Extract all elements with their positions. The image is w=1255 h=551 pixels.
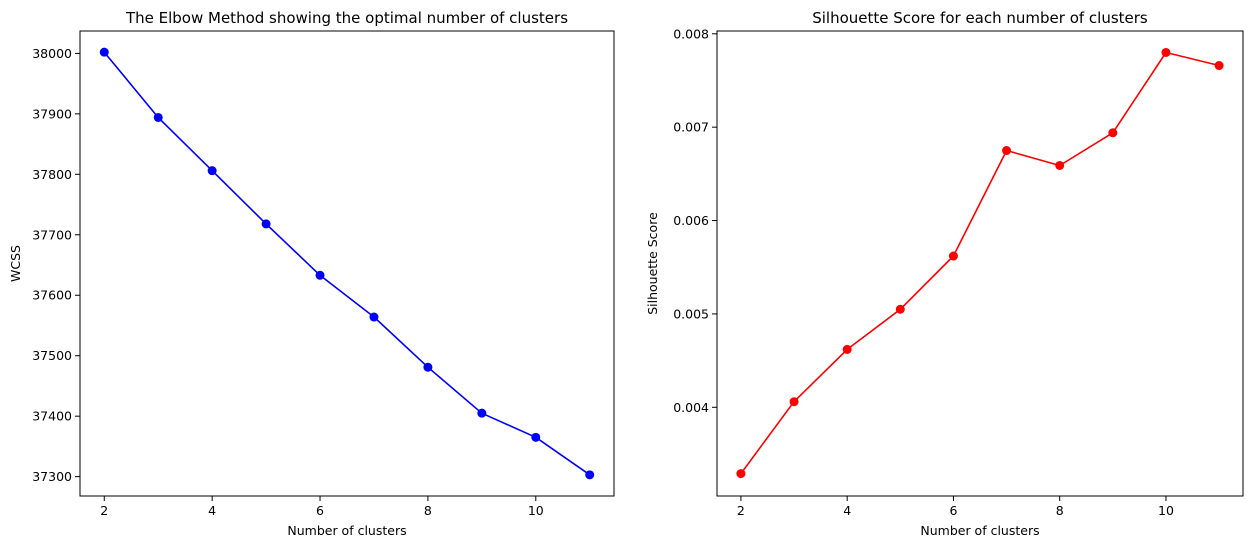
elbow-chart-y-tick-label: 38000 <box>32 46 72 61</box>
elbow-chart-series-line <box>103 51 591 476</box>
silhouette-chart-data-point <box>1214 61 1224 71</box>
silhouette-chart-axes-frame <box>716 30 1244 497</box>
silhouette-chart-x-tick-label: 10 <box>1158 503 1174 518</box>
elbow-chart-data-point <box>315 270 325 280</box>
silhouette-chart-data-point <box>736 469 746 479</box>
elbow-chart-y-axis-label: WCSS <box>8 245 23 282</box>
elbow-chart-axes-frame <box>79 30 615 497</box>
elbow-chart-data-point <box>153 112 163 122</box>
elbow-chart-data-point <box>531 432 541 442</box>
elbow-chart-data-point <box>477 408 487 418</box>
silhouette-chart-y-tick-label: 0.008 <box>673 26 709 41</box>
silhouette-chart-data-point <box>1055 160 1065 170</box>
elbow-chart-x-tick-label: 2 <box>100 503 108 518</box>
elbow-chart-data-point <box>369 312 379 322</box>
silhouette-chart-x-tick-label: 8 <box>1056 503 1064 518</box>
silhouette-chart: Silhouette Score for each number of clus… <box>645 9 1244 538</box>
elbow-chart-data-point <box>261 219 271 229</box>
silhouette-chart-data-point <box>895 304 905 314</box>
silhouette-chart-title: Silhouette Score for each number of clus… <box>812 9 1148 27</box>
elbow-chart-x-tick-label: 10 <box>528 503 544 518</box>
elbow-chart-x-tick-label: 8 <box>424 503 432 518</box>
silhouette-chart-series-line <box>740 51 1220 475</box>
silhouette-chart-data-point <box>1002 146 1012 156</box>
elbow-chart-y-tick-label: 37900 <box>32 106 72 121</box>
silhouette-chart-data-point <box>789 397 799 407</box>
elbow-chart-data-point <box>207 166 217 176</box>
silhouette-chart-data-point <box>1108 128 1118 138</box>
silhouette-chart-x-tick-label: 2 <box>737 503 745 518</box>
silhouette-chart-x-axis-label: Number of clusters <box>920 523 1039 538</box>
elbow-chart-y-tick-label: 37600 <box>32 288 72 303</box>
elbow-chart-title: The Elbow Method showing the optimal num… <box>125 9 568 27</box>
elbow-chart-x-tick-label: 6 <box>316 503 324 518</box>
silhouette-chart-y-tick-label: 0.007 <box>673 120 709 135</box>
elbow-chart-y-tick-label: 37300 <box>32 469 72 484</box>
silhouette-chart-y-tick-label: 0.004 <box>673 400 709 415</box>
elbow-chart: The Elbow Method showing the optimal num… <box>8 9 615 538</box>
elbow-chart-y-tick-label: 37500 <box>32 348 72 363</box>
elbow-chart-data-point <box>423 362 433 372</box>
elbow-chart-y-tick-label: 37800 <box>32 167 72 182</box>
silhouette-chart-y-tick-label: 0.006 <box>673 213 709 228</box>
silhouette-chart-x-tick-label: 4 <box>843 503 851 518</box>
silhouette-chart-x-tick-label: 6 <box>949 503 957 518</box>
silhouette-chart-data-point <box>1161 47 1171 57</box>
elbow-chart-y-tick-label: 37400 <box>32 409 72 424</box>
elbow-chart-x-tick-label: 4 <box>208 503 216 518</box>
elbow-chart-y-tick-label: 37700 <box>32 227 72 242</box>
silhouette-chart-y-axis-label: Silhouette Score <box>645 212 660 315</box>
silhouette-chart-data-point <box>948 251 958 261</box>
silhouette-chart-y-tick-label: 0.005 <box>673 306 709 321</box>
elbow-chart-data-point <box>99 47 109 57</box>
elbow-chart-x-axis-label: Number of clusters <box>287 523 406 538</box>
elbow-chart-data-point <box>585 470 595 480</box>
silhouette-chart-data-point <box>842 344 852 354</box>
